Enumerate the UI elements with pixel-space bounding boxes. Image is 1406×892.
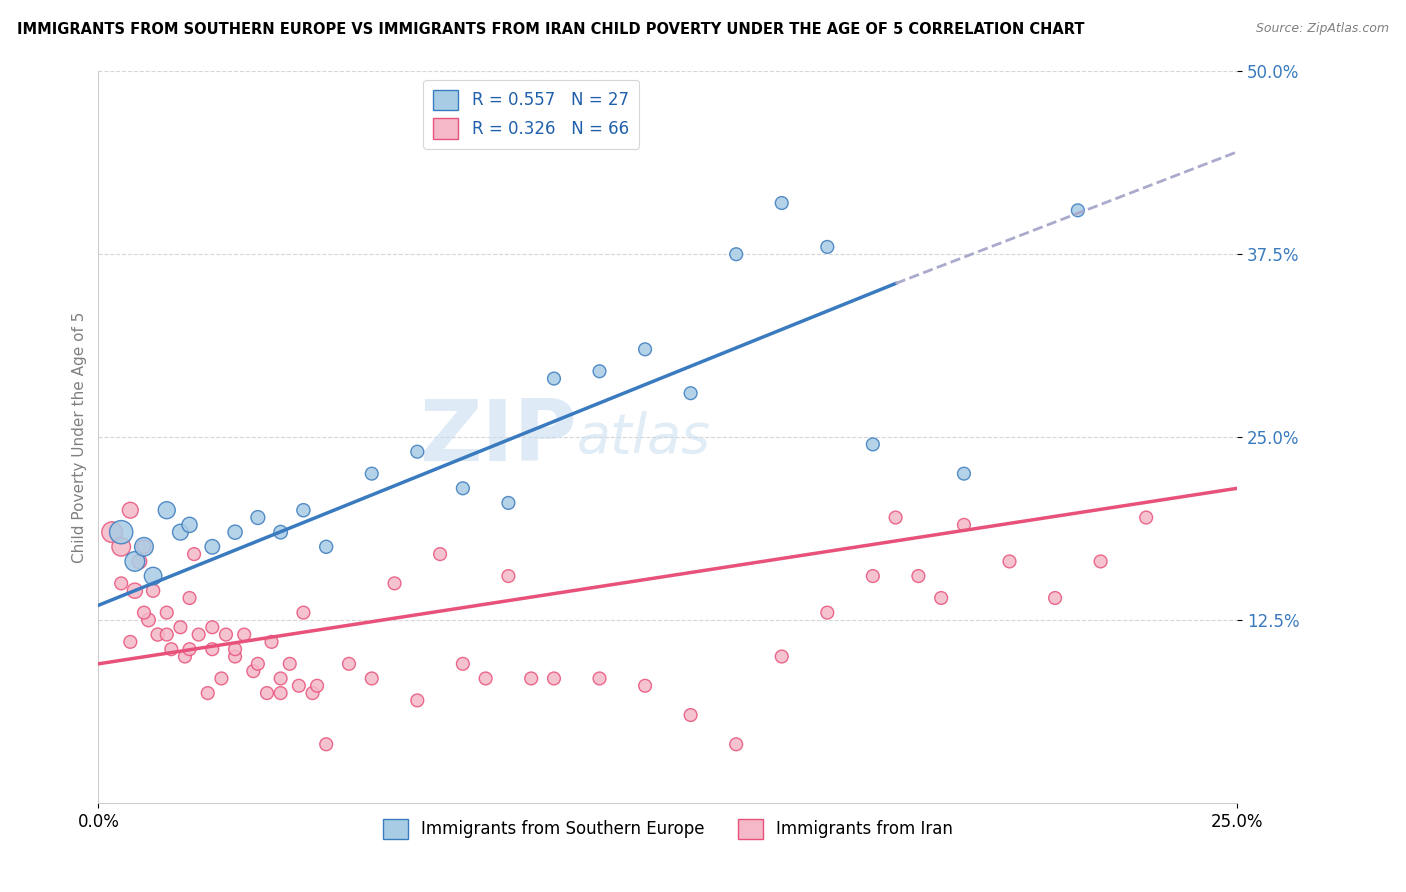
Point bbox=[862, 437, 884, 451]
Point bbox=[142, 583, 165, 598]
Point bbox=[520, 672, 543, 686]
Point bbox=[187, 627, 209, 641]
Point bbox=[224, 649, 246, 664]
Point bbox=[278, 657, 301, 671]
Point bbox=[543, 371, 565, 385]
Point bbox=[246, 510, 269, 524]
Point bbox=[292, 606, 315, 620]
Text: ZIP: ZIP bbox=[419, 395, 576, 479]
Point bbox=[815, 606, 838, 620]
Point bbox=[270, 672, 292, 686]
Point bbox=[110, 525, 132, 540]
Point bbox=[156, 627, 179, 641]
Point bbox=[929, 591, 952, 605]
Point bbox=[124, 583, 146, 598]
Point bbox=[815, 240, 838, 254]
Point bbox=[183, 547, 205, 561]
Point bbox=[498, 569, 520, 583]
Point bbox=[634, 343, 657, 357]
Point bbox=[110, 540, 132, 554]
Point bbox=[124, 554, 146, 568]
Point bbox=[360, 672, 382, 686]
Point bbox=[120, 503, 142, 517]
Point bbox=[156, 503, 179, 517]
Point bbox=[270, 686, 292, 700]
Point bbox=[288, 679, 311, 693]
Point bbox=[138, 613, 160, 627]
Point bbox=[120, 635, 142, 649]
Point bbox=[256, 686, 278, 700]
Point bbox=[169, 525, 191, 540]
Point bbox=[197, 686, 219, 700]
Point bbox=[634, 679, 657, 693]
Text: atlas: atlas bbox=[576, 410, 711, 464]
Point bbox=[224, 525, 246, 540]
Point bbox=[1067, 203, 1090, 218]
Point bbox=[128, 554, 150, 568]
Point bbox=[101, 525, 124, 540]
Point bbox=[384, 576, 406, 591]
Point bbox=[233, 627, 256, 641]
Point bbox=[301, 686, 323, 700]
Point bbox=[270, 525, 292, 540]
Point bbox=[1090, 554, 1112, 568]
Point bbox=[406, 444, 429, 458]
Point bbox=[209, 672, 232, 686]
Point bbox=[315, 737, 337, 751]
Point bbox=[307, 679, 329, 693]
Point bbox=[142, 569, 165, 583]
Point bbox=[201, 540, 224, 554]
Point bbox=[770, 196, 793, 211]
Point bbox=[242, 664, 264, 678]
Point bbox=[224, 642, 246, 657]
Point bbox=[132, 540, 155, 554]
Point bbox=[246, 657, 269, 671]
Point bbox=[451, 481, 474, 495]
Point bbox=[474, 672, 496, 686]
Y-axis label: Child Poverty Under the Age of 5: Child Poverty Under the Age of 5 bbox=[72, 311, 87, 563]
Point bbox=[725, 737, 748, 751]
Point bbox=[201, 642, 224, 657]
Point bbox=[215, 627, 238, 641]
Point bbox=[160, 642, 183, 657]
Point bbox=[588, 672, 610, 686]
Point bbox=[360, 467, 382, 481]
Point bbox=[998, 554, 1021, 568]
Point bbox=[679, 708, 702, 723]
Point bbox=[498, 496, 520, 510]
Point bbox=[451, 657, 474, 671]
Point bbox=[174, 649, 197, 664]
Point bbox=[406, 693, 429, 707]
Point bbox=[862, 569, 884, 583]
Point bbox=[156, 606, 179, 620]
Point bbox=[179, 591, 201, 605]
Point bbox=[132, 606, 155, 620]
Point bbox=[679, 386, 702, 401]
Point bbox=[429, 547, 451, 561]
Text: IMMIGRANTS FROM SOUTHERN EUROPE VS IMMIGRANTS FROM IRAN CHILD POVERTY UNDER THE : IMMIGRANTS FROM SOUTHERN EUROPE VS IMMIG… bbox=[17, 22, 1084, 37]
Point bbox=[725, 247, 748, 261]
Point bbox=[292, 503, 315, 517]
Point bbox=[315, 540, 337, 554]
Point bbox=[110, 576, 132, 591]
Point bbox=[953, 467, 976, 481]
Point bbox=[770, 649, 793, 664]
Point bbox=[907, 569, 929, 583]
Point bbox=[1135, 510, 1157, 524]
Point bbox=[201, 620, 224, 634]
Text: Source: ZipAtlas.com: Source: ZipAtlas.com bbox=[1256, 22, 1389, 36]
Point bbox=[179, 517, 201, 532]
Point bbox=[146, 627, 169, 641]
Point bbox=[953, 517, 976, 532]
Point bbox=[132, 540, 155, 554]
Point bbox=[588, 364, 610, 378]
Legend: Immigrants from Southern Europe, Immigrants from Iran: Immigrants from Southern Europe, Immigra… bbox=[375, 812, 960, 846]
Point bbox=[1043, 591, 1066, 605]
Point bbox=[337, 657, 360, 671]
Point bbox=[260, 635, 283, 649]
Point bbox=[543, 672, 565, 686]
Point bbox=[169, 620, 191, 634]
Point bbox=[884, 510, 907, 524]
Point bbox=[179, 642, 201, 657]
